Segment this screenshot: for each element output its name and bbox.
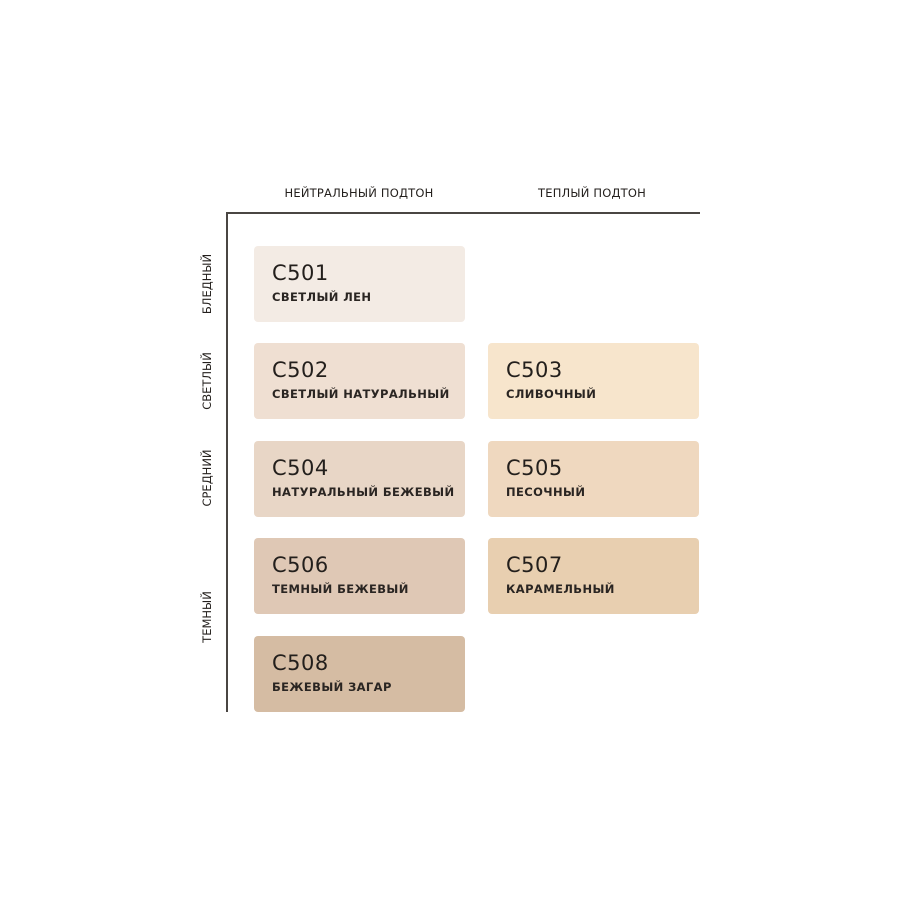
shade-name: НАТУРАЛЬНЫЙ БЕЖЕВЫЙ xyxy=(272,485,455,499)
row-header-light: СВЕТЛЫЙ xyxy=(200,352,214,410)
shade-name: СВЕТЛЫЙ НАТУРАЛЬНЫЙ xyxy=(272,387,450,401)
column-header-warm: ТЕПЛЫЙ ПОДТОН xyxy=(538,186,646,200)
shade-card-c503: C503 СЛИВОЧНЫЙ xyxy=(488,343,699,419)
shade-name: СВЕТЛЫЙ ЛЕН xyxy=(272,290,372,304)
row-header-dark: ТЕМНЫЙ xyxy=(200,591,214,643)
shade-code: C508 xyxy=(272,651,329,675)
shade-name: КАРАМЕЛЬНЫЙ xyxy=(506,582,615,596)
column-header-neutral: НЕЙТРАЛЬНЫЙ ПОДТОН xyxy=(284,186,434,200)
shade-code: C501 xyxy=(272,261,329,285)
shade-code: C507 xyxy=(506,553,563,577)
shade-name: СЛИВОЧНЫЙ xyxy=(506,387,597,401)
shade-card-c507: C507 КАРАМЕЛЬНЫЙ xyxy=(488,538,699,614)
shade-card-c504: C504 НАТУРАЛЬНЫЙ БЕЖЕВЫЙ xyxy=(254,441,465,517)
shade-card-c502: C502 СВЕТЛЫЙ НАТУРАЛЬНЫЙ xyxy=(254,343,465,419)
shade-code: C504 xyxy=(272,456,329,480)
shade-name: ТЕМНЫЙ БЕЖЕВЫЙ xyxy=(272,582,409,596)
horizontal-axis-line xyxy=(226,212,700,214)
shade-code: C502 xyxy=(272,358,329,382)
row-header-medium: СРЕДНИЙ xyxy=(200,449,214,507)
shade-card-c506: C506 ТЕМНЫЙ БЕЖЕВЫЙ xyxy=(254,538,465,614)
shade-card-c508: C508 БЕЖЕВЫЙ ЗАГАР xyxy=(254,636,465,712)
shade-code: C506 xyxy=(272,553,329,577)
shade-name: БЕЖЕВЫЙ ЗАГАР xyxy=(272,680,392,694)
shade-name: ПЕСОЧНЫЙ xyxy=(506,485,586,499)
shade-card-c501: C501 СВЕТЛЫЙ ЛЕН xyxy=(254,246,465,322)
row-header-pale: БЛЕДНЫЙ xyxy=(200,253,214,315)
shade-card-c505: C505 ПЕСОЧНЫЙ xyxy=(488,441,699,517)
vertical-axis-line xyxy=(226,213,228,712)
shade-code: C505 xyxy=(506,456,563,480)
shade-code: C503 xyxy=(506,358,563,382)
